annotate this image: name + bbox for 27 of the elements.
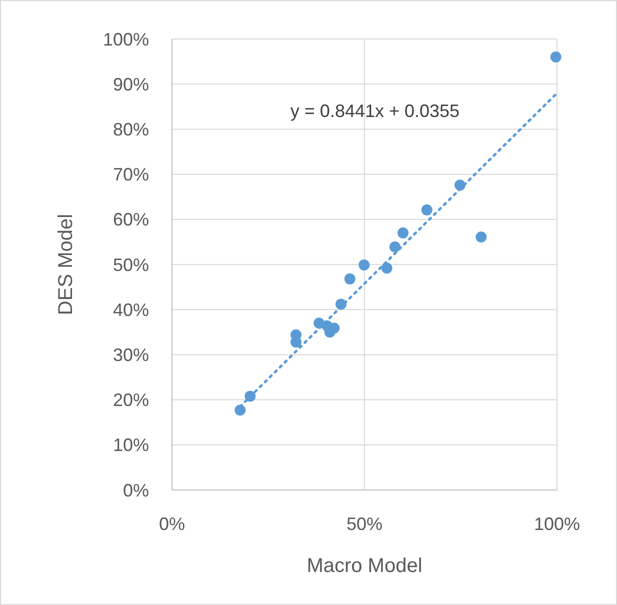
point <box>398 227 408 238</box>
y-tick-label: 30% <box>112 345 149 365</box>
x-tick-label: 0% <box>158 514 186 534</box>
point <box>381 262 392 274</box>
y-tick-label: 40% <box>112 300 149 320</box>
point <box>234 404 246 416</box>
point <box>344 273 356 284</box>
y-tick-label: 0% <box>122 480 149 500</box>
point <box>290 336 302 348</box>
point <box>358 259 370 270</box>
y-tick-label: 60% <box>112 210 149 230</box>
y-tick-label: 10% <box>112 435 149 456</box>
y-tick-label: 70% <box>112 164 149 185</box>
y-tick-label: 50% <box>112 254 149 275</box>
y-axis-title: DES Model <box>55 214 77 316</box>
point <box>389 241 400 252</box>
point <box>476 231 487 242</box>
point <box>421 204 432 216</box>
y-tick-label: 20% <box>112 390 149 410</box>
annotation: y = 0.8441x + 0.0355 <box>290 101 460 121</box>
x-tick-label: 100% <box>534 514 580 534</box>
y-tick-label: 100% <box>102 29 149 50</box>
x-tick-label: 50% <box>346 514 383 534</box>
x-axis-title: Macro Model <box>306 555 422 577</box>
y-tick-label: 90% <box>112 74 149 94</box>
y-tick-label: 80% <box>112 120 149 140</box>
point <box>550 52 562 63</box>
